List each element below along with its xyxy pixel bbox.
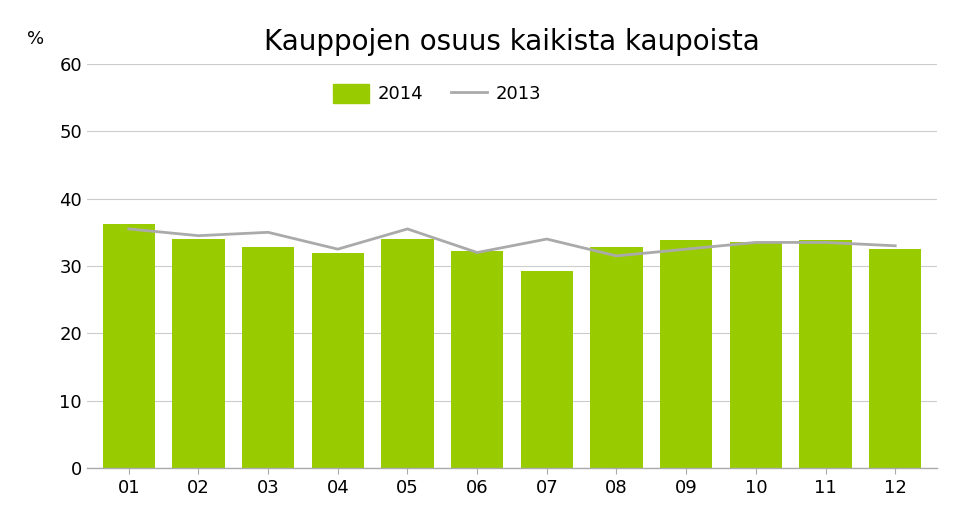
Bar: [590, 247, 642, 468]
Bar: [869, 249, 922, 468]
Bar: [800, 240, 852, 468]
Bar: [660, 240, 712, 468]
Bar: [172, 239, 224, 468]
Title: Kauppojen osuus kaikista kaupoista: Kauppojen osuus kaikista kaupoista: [264, 28, 760, 56]
Bar: [242, 247, 295, 468]
Bar: [382, 239, 434, 468]
Bar: [312, 253, 364, 468]
Bar: [729, 243, 782, 468]
Legend: 2014, 2013: 2014, 2013: [326, 77, 549, 111]
Bar: [102, 224, 155, 468]
Bar: [451, 251, 503, 468]
Text: %: %: [27, 30, 44, 48]
Bar: [521, 271, 573, 468]
